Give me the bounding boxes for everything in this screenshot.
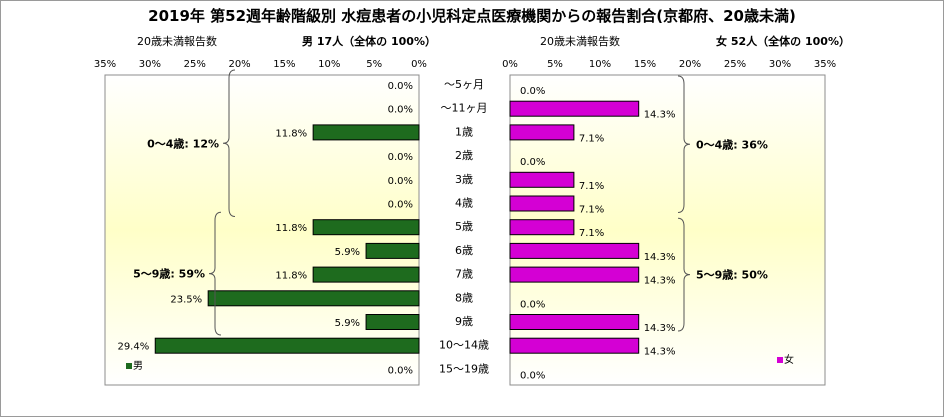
female-tick-labels: 0% 5% 10% 15% 20% 25% 30% 35%: [502, 59, 836, 70]
male-value-label: 5.9%: [335, 247, 360, 258]
female-bar: [509, 314, 640, 330]
male-legend-swatch: [126, 363, 132, 369]
female-bar: [509, 171, 575, 188]
female-legend-label: 女: [784, 353, 794, 366]
female-legend-swatch: [777, 357, 783, 363]
male-value-label: 11.8%: [275, 223, 307, 234]
male-legend-label: 男: [133, 360, 143, 372]
male-value-label: 0.0%: [388, 152, 413, 163]
male-tick-labels: 35% 30% 25% 20% 15% 10% 5% 0%: [94, 59, 427, 70]
male-group-label: 5～9歳: 59%: [133, 267, 205, 281]
category-labels: ～5ヶ月 ～11ヶ月 1歳 2歳 3歳 4歳 5歳 6歳 7歳 8歳 9歳 10～14歳 15～19歳: [439, 78, 489, 375]
female-bar: [509, 337, 640, 354]
male-group-label: 0～4歳: 12%: [147, 136, 219, 150]
male-bar: [365, 242, 420, 259]
male-value-label: 0.0%: [388, 81, 413, 92]
category-label: 1歳: [455, 125, 473, 138]
female-tick-label: 0%: [502, 59, 518, 70]
female-tick-label: 35%: [814, 59, 836, 70]
female-axis-title: 20歳未満報告数: [540, 35, 620, 48]
male-bar: [312, 266, 420, 283]
female-value-label: 0.0%: [520, 86, 545, 97]
male-tick-label: 15%: [273, 59, 295, 70]
category-label: 15～19歳: [439, 362, 489, 375]
category-label: 5歳: [455, 220, 473, 233]
category-label: 9歳: [455, 315, 473, 328]
male-value-label: 29.4%: [117, 342, 149, 353]
female-header: 女 52人（全体の 100%）: [716, 34, 850, 48]
female-value-label: 7.1%: [579, 133, 604, 144]
male-bar: [312, 124, 420, 141]
chart-title: 2019年 第52週年齢階級別 水痘患者の小児科定点医療機関からの報告割合(京都…: [148, 7, 796, 25]
female-tick-label: 15%: [634, 59, 656, 70]
male-bar: [365, 314, 420, 330]
female-value-label: 0.0%: [520, 370, 545, 381]
female-value-label: 0.0%: [520, 157, 545, 168]
male-tick-label: 0%: [411, 59, 427, 70]
female-group-bracket: [677, 75, 691, 213]
male-group-bracket: [222, 69, 236, 217]
female-value-label: 7.1%: [579, 228, 604, 239]
male-tick-label: 30%: [139, 59, 161, 70]
male-axis-title: 20歳未満報告数: [137, 35, 217, 48]
male-value-label: 0.0%: [388, 200, 413, 211]
male-bar: [154, 337, 420, 354]
female-value-label: 7.1%: [579, 205, 604, 216]
category-label: ～11ヶ月: [441, 102, 488, 115]
female-value-label: 0.0%: [520, 299, 545, 310]
category-label: 3歳: [455, 173, 473, 186]
female-tick-label: 10%: [589, 59, 611, 70]
male-value-label: 0.0%: [388, 365, 413, 376]
female-value-label: 14.3%: [644, 110, 676, 121]
female-value-label: 14.3%: [644, 276, 676, 287]
category-label: 10～14歳: [439, 339, 489, 352]
male-value-labels: 0.0% 0.0% 11.8% 0.0% 0.0% 0.0% 11.8% 5.9% 11.8% 2…: [117, 81, 413, 376]
female-group-bracket: [677, 217, 691, 332]
category-label: 4歳: [455, 197, 473, 210]
male-header: 男 17人（全体の 100%）: [302, 34, 436, 48]
female-value-label: 14.3%: [644, 323, 676, 334]
female-bar: [509, 242, 640, 259]
male-tick-label: 10%: [318, 59, 340, 70]
male-group-bracket: [208, 211, 222, 336]
female-tick-label: 30%: [769, 59, 791, 70]
female-bar: [509, 266, 640, 283]
female-bar: [509, 100, 640, 117]
category-label: 2歳: [455, 149, 473, 162]
female-group-label: 0～4歳: 36%: [696, 137, 768, 151]
female-value-labels: 0.0% 14.3% 7.1% 0.0% 7.1% 7.1% 7.1% 14.3% 14.3% 0…: [520, 86, 675, 381]
category-label: 7歳: [455, 268, 473, 281]
female-group-label: 5～9歳: 50%: [696, 268, 768, 282]
male-value-label: 11.8%: [275, 271, 307, 282]
female-bars: [509, 100, 640, 354]
male-value-label: 5.9%: [335, 318, 360, 329]
female-value-label: 14.3%: [644, 252, 676, 263]
female-tick-label: 20%: [679, 59, 701, 70]
age-group-annotations: 0～4歳: 12% 5～9歳: 59% 0～4歳: 36% 5～9歳: 50%: [133, 69, 768, 336]
female-tick-label: 25%: [724, 59, 746, 70]
male-bars: [154, 124, 420, 354]
male-tick-label: 35%: [94, 59, 116, 70]
male-bar: [312, 219, 420, 236]
category-label: 8歳: [455, 291, 473, 304]
female-value-label: 7.1%: [579, 181, 604, 192]
male-value-label: 0.0%: [388, 105, 413, 116]
male-tick-label: 20%: [228, 59, 250, 70]
female-bar: [509, 195, 575, 212]
male-tick-label: 5%: [366, 59, 382, 70]
category-label: ～5ヶ月: [444, 78, 484, 91]
female-bar: [509, 124, 575, 141]
female-bar: [509, 219, 575, 236]
male-value-label: 0.0%: [388, 176, 413, 187]
male-value-label: 23.5%: [170, 294, 202, 305]
male-tick-label: 25%: [184, 59, 206, 70]
female-value-label: 14.3%: [644, 347, 676, 358]
male-value-label: 11.8%: [275, 128, 307, 139]
female-tick-label: 5%: [547, 59, 563, 70]
category-label: 6歳: [455, 244, 473, 257]
male-bar: [207, 290, 420, 307]
